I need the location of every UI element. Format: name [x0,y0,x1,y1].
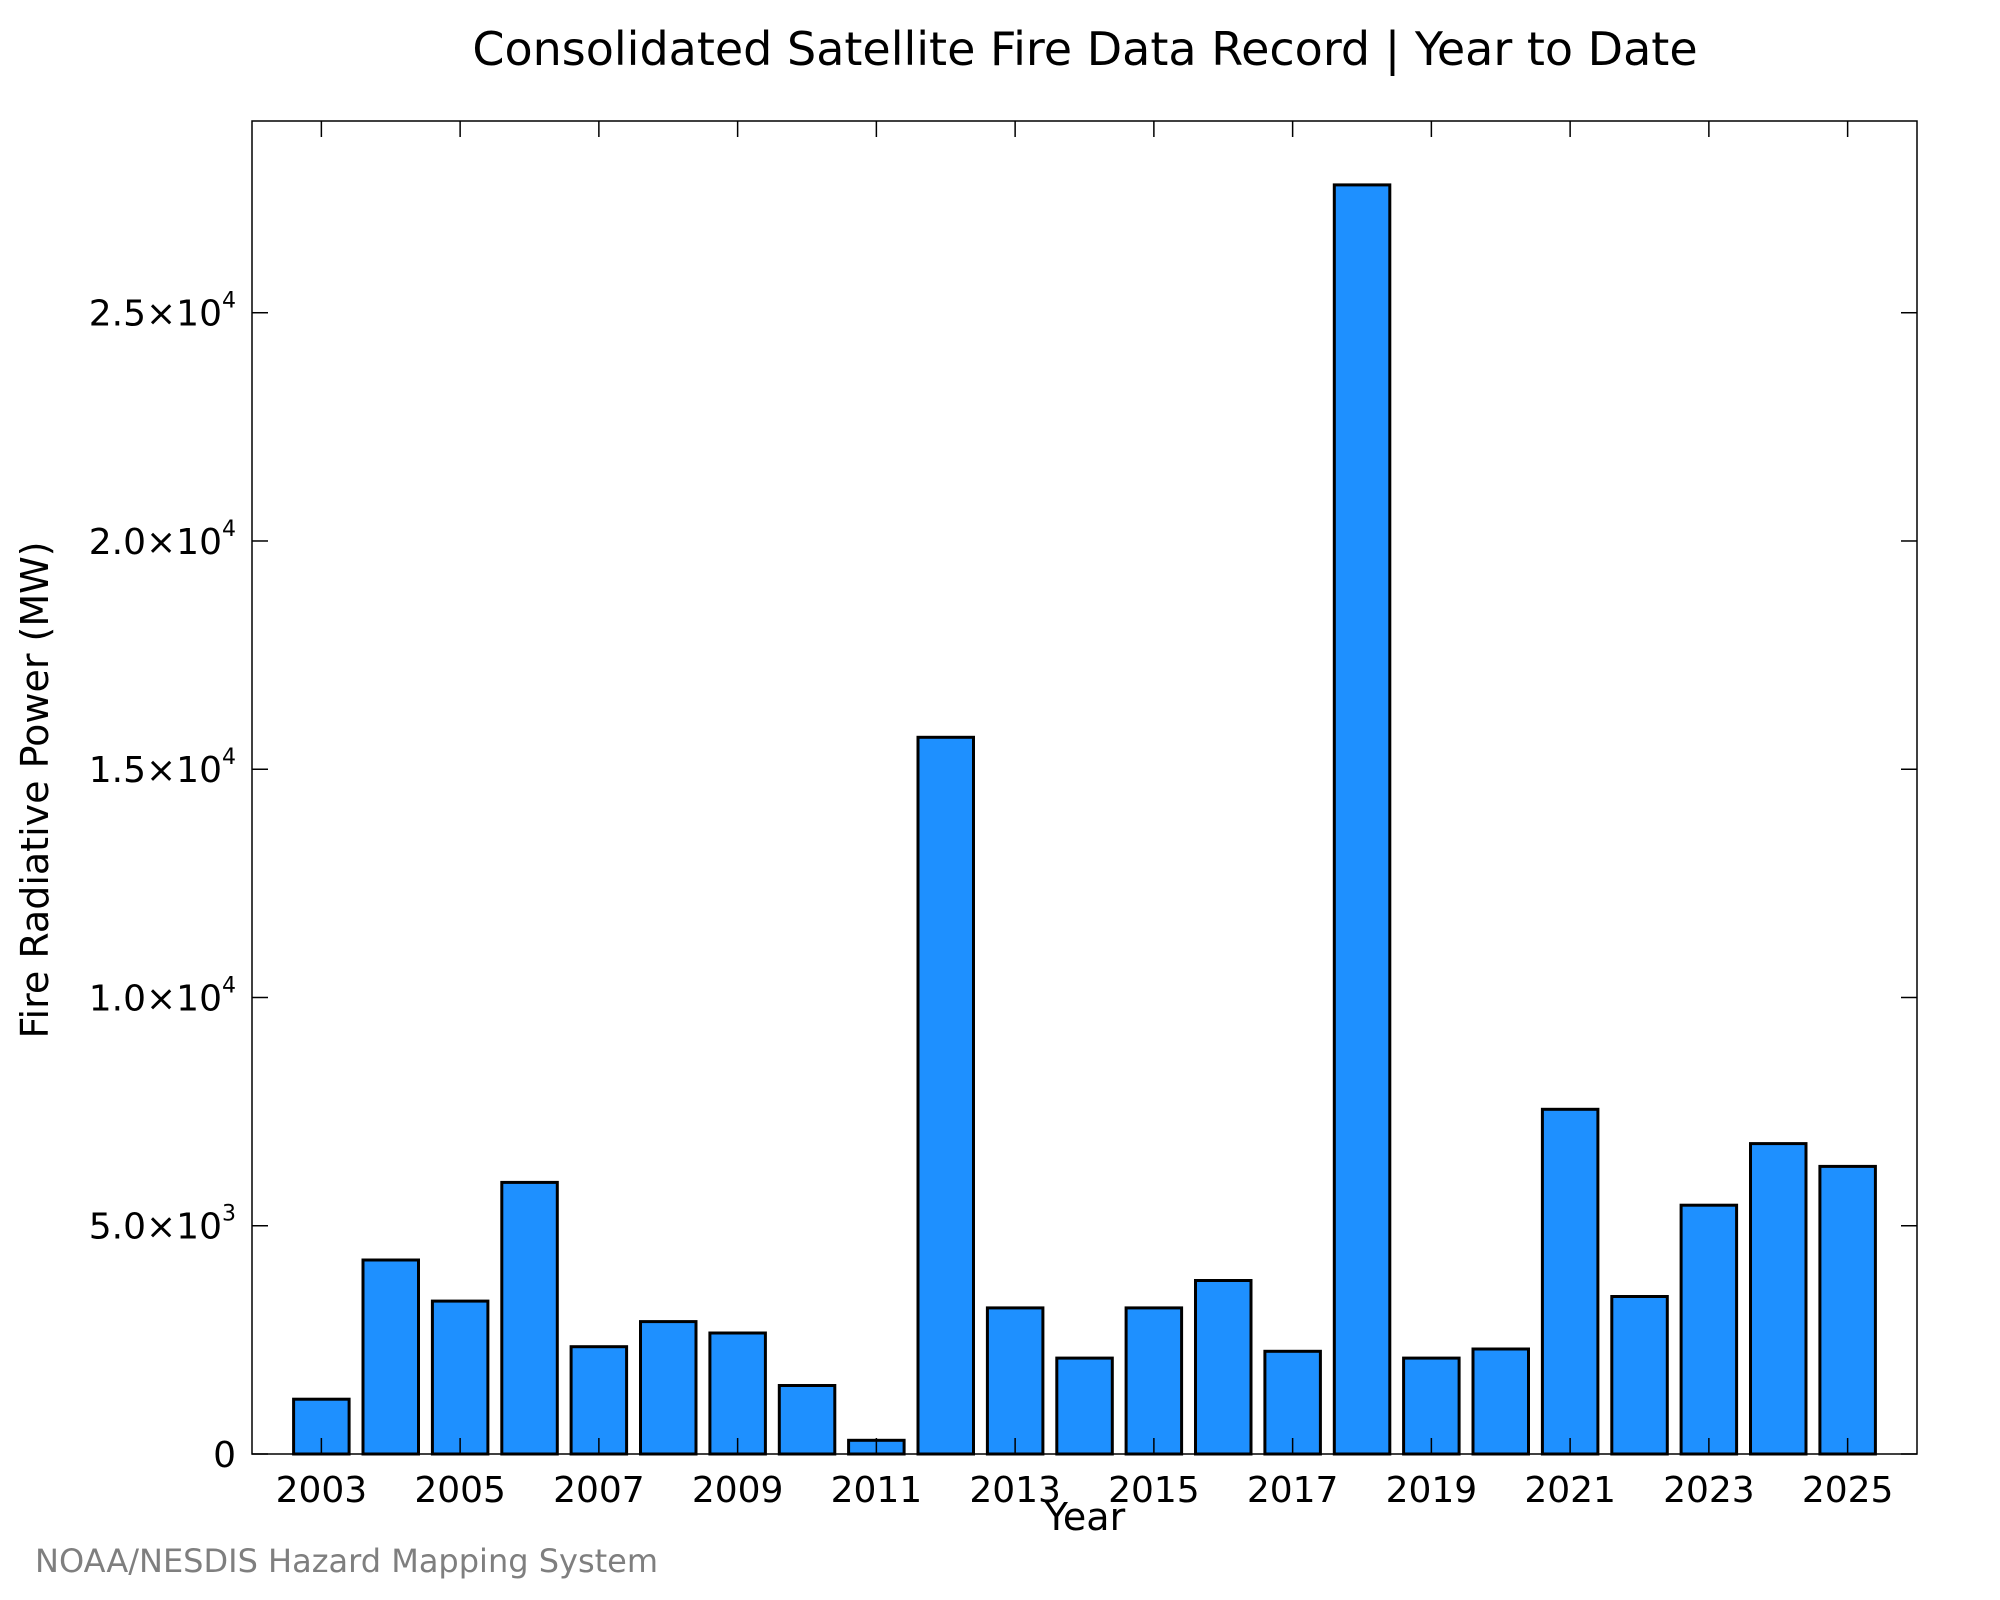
chart-title: Consolidated Satellite Fire Data Record … [472,22,1697,77]
bar-2017 [1263,1349,1322,1456]
y-tick-exponent: 4 [222,517,236,542]
y-tick-label-0: 0 [213,1435,236,1476]
bar-2023 [1679,1203,1739,1456]
x-axis-label: Year [1044,1495,1126,1539]
y-tick-label-25000: 2.5×104 [89,289,236,335]
y-tick-label-5000: 5.0×103 [89,1202,236,1248]
x-tick-label-2021: 2021 [1524,1470,1616,1511]
x-tick-label-2017: 2017 [1247,1470,1339,1511]
bar-2016 [1194,1279,1253,1456]
y-tick-mantissa: 0 [213,1435,236,1476]
bar-2022 [1610,1295,1669,1456]
bar-2021 [1540,1107,1600,1456]
bar-2006 [500,1180,559,1456]
bar-2010 [777,1384,837,1456]
ticks-layer: 2003 2005 2007 2009 2011 2013 2015 2017 2019 2021… [89,121,1917,1511]
bars-layer [292,183,1877,1456]
bar-2012 [916,735,975,1456]
x-tick-label-2005: 2005 [414,1470,506,1511]
bar-2018 [1332,183,1392,1456]
source-credit: NOAA/NESDIS Hazard Mapping System [35,1542,658,1580]
bar-2024 [1749,1142,1808,1456]
bar-2015 [1124,1306,1184,1456]
y-tick-mantissa: 2.0×10 [89,522,222,563]
plot-frame [251,120,1918,1455]
x-tick-label-2023: 2023 [1663,1470,1755,1511]
y-tick-mantissa: 1.5×10 [89,750,222,791]
x-tick-label-2019: 2019 [1386,1470,1478,1511]
y-tick-label-20000: 2.0×104 [89,517,236,563]
y-tick-mantissa: 5.0×10 [89,1207,222,1248]
bar-2004 [361,1258,420,1456]
y-tick-mantissa: 1.0×10 [89,978,222,1019]
y-axis-label: Fire Radiative Power (MW) [13,541,57,1038]
y-tick-label-10000: 1.0×104 [89,973,236,1019]
x-tick-label-2015: 2015 [1108,1470,1200,1511]
bar-2005 [430,1299,490,1456]
bar-2009 [708,1331,767,1456]
y-tick-exponent: 4 [222,745,236,770]
x-tick-label-2025: 2025 [1802,1470,1894,1511]
bar-2013 [985,1306,1045,1456]
bar-2008 [639,1320,698,1456]
y-tick-exponent: 3 [222,1202,236,1227]
bar-2014 [1055,1356,1114,1456]
x-tick-label-2011: 2011 [831,1470,923,1511]
y-tick-exponent: 4 [222,289,236,314]
bar-2025 [1818,1164,1877,1456]
y-tick-mantissa: 2.5×10 [89,294,222,335]
x-tick-label-2013: 2013 [969,1470,1061,1511]
x-tick-label-2007: 2007 [553,1470,645,1511]
x-tick-label-2009: 2009 [692,1470,784,1511]
y-tick-exponent: 4 [222,973,236,998]
x-tick-label-2003: 2003 [276,1470,368,1511]
y-tick-label-15000: 1.5×104 [89,745,236,791]
bar-2007 [569,1345,629,1456]
bar-2020 [1471,1347,1530,1456]
